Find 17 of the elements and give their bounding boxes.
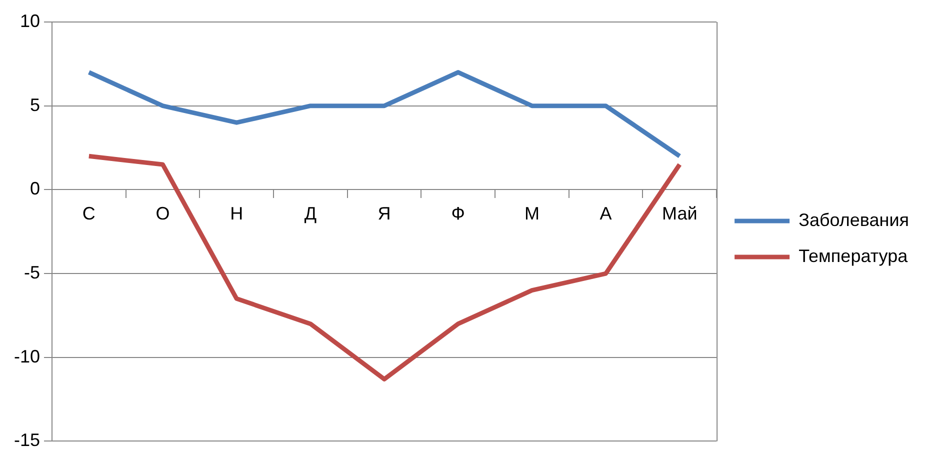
x-tick-label: М: [524, 203, 540, 224]
x-tick-label: Д: [304, 203, 317, 224]
x-tick-label: А: [600, 203, 612, 224]
x-tick-label: С: [82, 203, 96, 224]
x-tick-label: Н: [230, 203, 244, 224]
x-tick-label: О: [156, 203, 170, 224]
x-tick-label: Май: [662, 203, 698, 224]
x-tick-label: Ф: [451, 203, 465, 224]
x-tick-label: Я: [378, 203, 391, 224]
y-tick-label: 5: [30, 94, 40, 115]
y-tick-label: -15: [14, 430, 40, 450]
legend-label: Заболевания: [798, 210, 910, 230]
y-tick-label: -5: [24, 262, 40, 282]
legend-label: Температура: [798, 246, 909, 266]
y-tick-label: -10: [14, 346, 40, 366]
y-tick-label: 0: [30, 178, 40, 199]
y-tick-label: 10: [20, 10, 40, 31]
